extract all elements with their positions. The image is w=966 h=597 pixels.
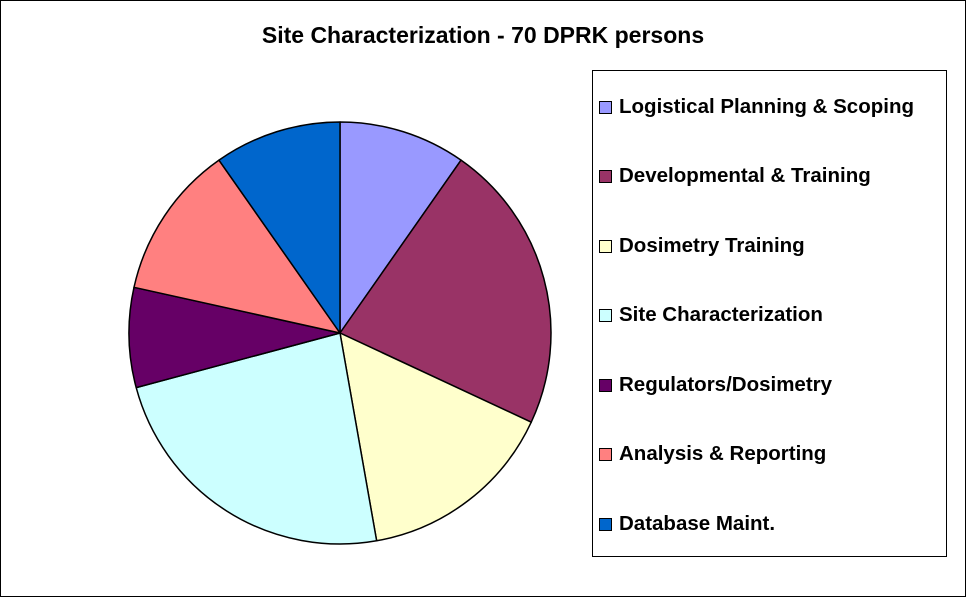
legend-swatch <box>599 239 612 253</box>
legend-label: Analysis & Reporting <box>619 442 827 465</box>
legend: Logistical Planning & Scoping Developmen… <box>592 70 947 557</box>
legend-label: Dosimetry Training <box>619 234 805 257</box>
legend-item: Logistical Planning & Scoping <box>599 94 914 120</box>
legend-item: Developmental & Training <box>599 163 871 189</box>
legend-label: Site Characterization <box>619 303 823 326</box>
legend-item: Database Maint. <box>599 511 775 537</box>
chart-title: Site Characterization - 70 DPRK persons <box>261 22 705 48</box>
legend-item: Dosimetry Training <box>599 233 805 259</box>
legend-swatch <box>599 100 612 114</box>
legend-item: Regulators/Dosimetry <box>599 372 832 398</box>
legend-swatch <box>599 447 612 461</box>
legend-swatch <box>599 169 612 183</box>
legend-item: Site Characterization <box>599 302 823 328</box>
legend-label: Database Maint. <box>619 512 776 535</box>
legend-swatch <box>599 517 612 531</box>
pie-slice-1 <box>339 159 552 423</box>
legend-swatch <box>599 308 612 322</box>
pie-slice-3 <box>135 332 378 545</box>
pie-slice-5 <box>133 159 341 334</box>
pie-slice-4 <box>128 286 341 389</box>
legend-item: Analysis & Reporting <box>599 441 826 467</box>
pie-slice-0 <box>339 121 462 334</box>
legend-label: Regulators/Dosimetry <box>619 373 833 396</box>
legend-label: Developmental & Training <box>619 164 871 187</box>
pie-slice-6 <box>218 121 341 334</box>
legend-swatch <box>599 378 612 392</box>
legend-label: Logistical Planning & Scoping <box>619 95 914 118</box>
pie-slice-2 <box>339 332 532 542</box>
